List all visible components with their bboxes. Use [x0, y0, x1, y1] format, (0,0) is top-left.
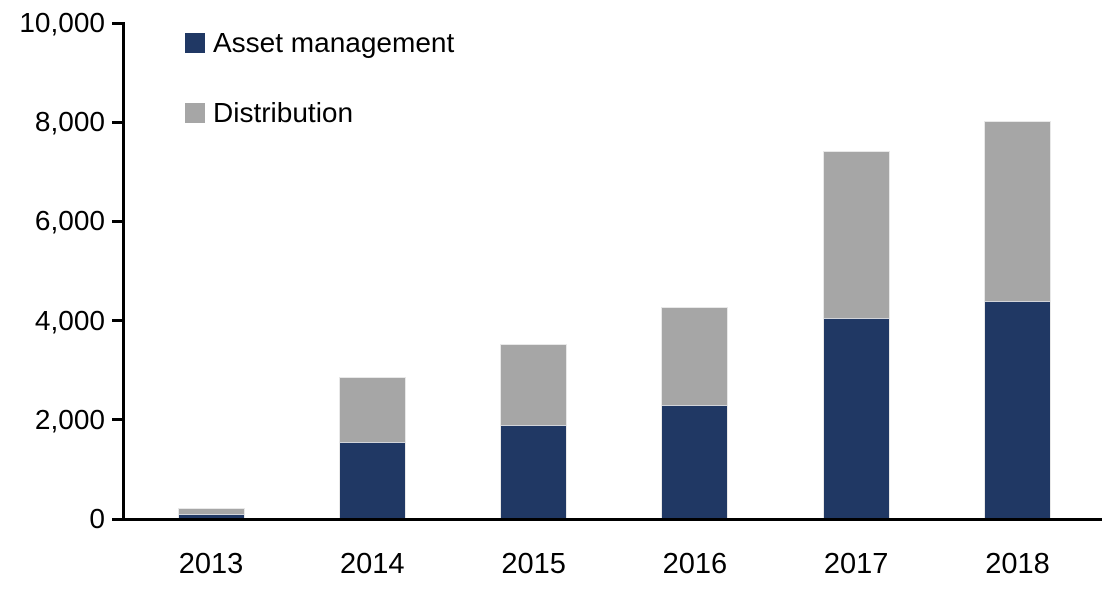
legend-label-distribution: Distribution: [213, 97, 354, 128]
bar-segment-distribution-2017: [823, 151, 889, 319]
y-tick-label-2-000: 2,000: [34, 403, 105, 435]
bar-segment-distribution-2015: [501, 345, 567, 425]
bar-segment-asset-management-2014: [339, 442, 405, 519]
bar-segment-distribution-2014: [339, 377, 405, 443]
legend-item-distribution: Distribution: [185, 97, 454, 128]
y-tick-label-10-000: 10,000: [19, 7, 105, 38]
x-tick-label-2014: 2014: [340, 548, 405, 580]
y-axis-line: [122, 22, 125, 521]
bar-segment-asset-management-2015: [501, 424, 567, 519]
y-tick-label-4-000: 4,000: [34, 304, 105, 336]
legend-swatch-asset-management-icon: [185, 33, 205, 53]
legend: Asset management Distribution: [185, 27, 455, 170]
x-tick-label-2018: 2018: [985, 548, 1050, 580]
bar-segment-distribution-2013: [178, 509, 244, 515]
x-axis-line: [122, 518, 1102, 521]
bar-segment-asset-management-2013: [178, 514, 244, 519]
bar-segment-distribution-2018: [985, 122, 1050, 301]
y-tick-2-000: [112, 418, 125, 422]
bar-segment-asset-management-2018: [985, 300, 1050, 519]
y-tick-0: [112, 517, 125, 521]
legend-swatch-distribution-icon: [185, 103, 205, 123]
x-tick-label-2016: 2016: [662, 548, 728, 580]
bar-segment-distribution-2016: [662, 308, 728, 405]
x-tick-label-2013: 2013: [178, 548, 244, 580]
bar-segment-asset-management-2016: [662, 404, 728, 519]
y-tick-label-8-000: 8,000: [34, 106, 105, 138]
legend-label-asset-management: Asset management: [213, 27, 455, 58]
y-tick-label-0: 0: [89, 503, 105, 534]
legend-item-asset-management: Asset management: [185, 27, 455, 58]
x-tick-label-2015: 2015: [501, 548, 566, 580]
y-tick-6-000: [112, 219, 125, 223]
y-tick-4-000: [112, 319, 125, 323]
y-tick-8-000: [112, 120, 125, 124]
bar-segment-asset-management-2017: [823, 318, 889, 519]
y-tick-10-000: [112, 21, 125, 25]
y-tick-label-6-000: 6,000: [34, 205, 105, 237]
x-tick-label-2017: 2017: [823, 548, 889, 580]
